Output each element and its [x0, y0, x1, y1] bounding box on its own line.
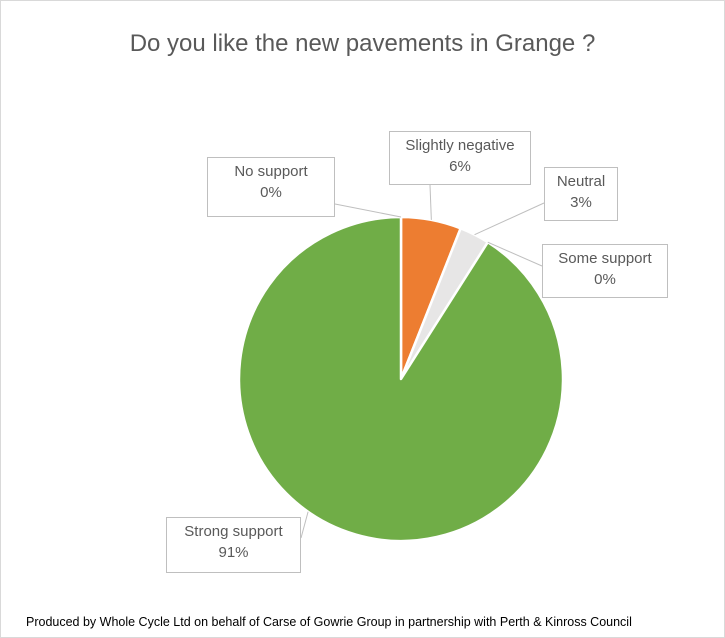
pie-slices — [237, 215, 565, 543]
footer-credit: Produced by Whole Cycle Ltd on behalf of… — [26, 615, 632, 629]
leader-line — [300, 511, 309, 539]
callout-label: No support — [234, 163, 308, 180]
leader-line — [487, 241, 543, 267]
callout-label: Neutral — [556, 173, 606, 190]
callout-neutral: Neutral 3% — [544, 167, 618, 221]
callout-slightly-negative: Slightly negative 6% — [389, 131, 531, 185]
callout-value: 6% — [449, 158, 471, 175]
callout-strong-support: Strong support 91% — [166, 517, 301, 573]
leader-line — [334, 203, 402, 218]
leader-line — [474, 202, 545, 236]
leader-lines — [300, 184, 545, 539]
chart-title: Do you like the new pavements in Grange … — [129, 30, 596, 57]
callout-label: Some support — [558, 250, 652, 267]
leader-line — [429, 184, 432, 220]
callout-value: 0% — [594, 271, 616, 288]
callout-some-support: Some support 0% — [542, 244, 668, 298]
callout-label: Slightly negative — [405, 137, 515, 154]
pie-slice-strong-support — [237, 215, 565, 543]
callout-value: 91% — [218, 544, 249, 561]
callout-value: 3% — [570, 194, 592, 211]
callout-label: Strong support — [184, 523, 283, 540]
callout-no-support: No support 0% — [207, 157, 335, 217]
callout-value: 0% — [260, 184, 282, 201]
